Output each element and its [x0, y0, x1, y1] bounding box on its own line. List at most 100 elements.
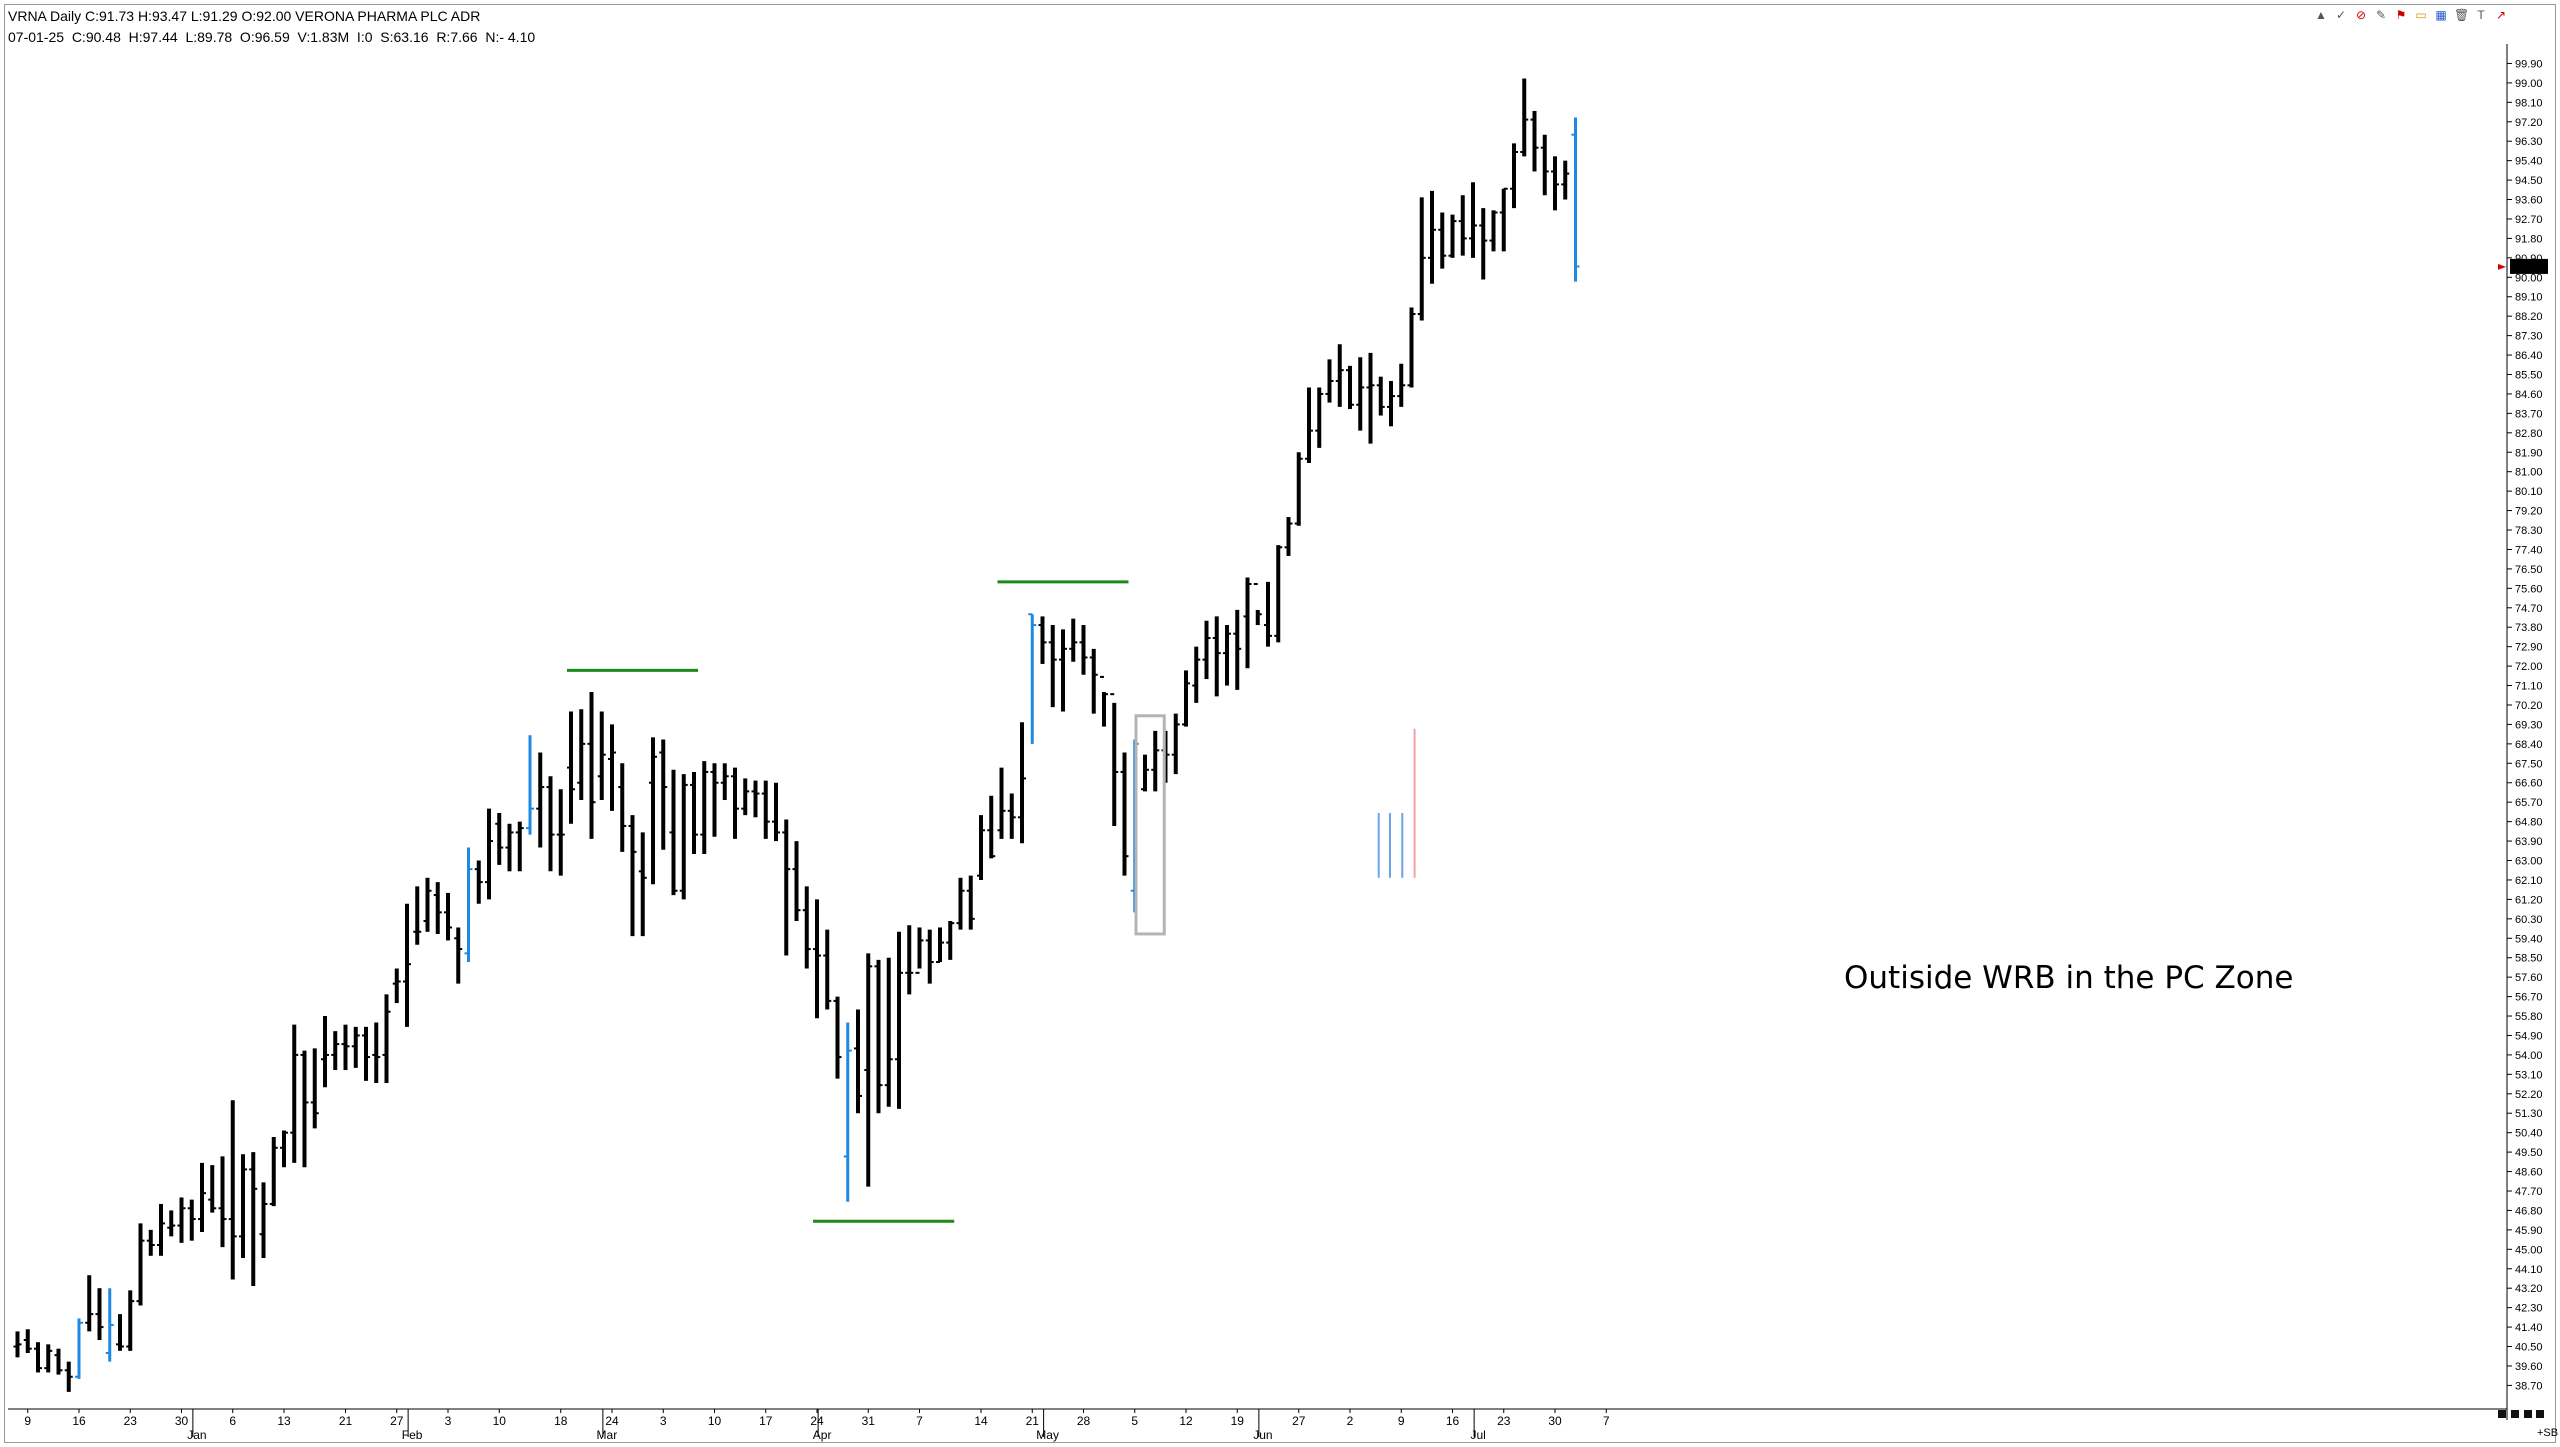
price-tick-label: 45.00 — [2515, 1244, 2543, 1256]
time-tick-label: 6 — [229, 1414, 236, 1428]
time-tick-label: 30 — [175, 1414, 189, 1428]
price-tick-label: 85.50 — [2515, 369, 2543, 381]
highlight-box — [1134, 714, 1166, 936]
grid-icon[interactable]: ▦ — [2435, 8, 2447, 22]
time-tick-label: 21 — [1026, 1414, 1040, 1428]
price-tick-label: 90.00 — [2515, 272, 2543, 284]
time-tick-label: 27 — [1292, 1414, 1306, 1428]
last-price-box — [2510, 258, 2548, 274]
scroll-block — [2524, 1410, 2532, 1418]
flag-icon[interactable]: ⚑ — [2395, 8, 2407, 22]
time-tick-label: 27 — [390, 1414, 404, 1428]
time-tick-label: 28 — [1077, 1414, 1091, 1428]
time-tick-label: 7 — [916, 1414, 923, 1428]
last-price-label: 90.48 — [2513, 262, 2541, 274]
price-tick-label: 80.10 — [2515, 486, 2543, 498]
price-tick-label: 84.60 — [2515, 389, 2543, 401]
time-tick-label: 16 — [1446, 1414, 1460, 1428]
month-label: Jul — [1470, 1428, 1485, 1442]
price-tick-label: 71.10 — [2515, 681, 2543, 693]
price-tick-label: 99.00 — [2515, 78, 2543, 90]
check-icon[interactable]: ✓ — [2335, 8, 2347, 22]
price-tick-label: 77.40 — [2515, 544, 2543, 556]
price-tick-label: 44.10 — [2515, 1264, 2543, 1276]
pencil-icon[interactable]: ✎ — [2375, 8, 2387, 22]
stop-icon[interactable]: ⊘ — [2355, 8, 2367, 22]
time-tick-label: 24 — [810, 1414, 824, 1428]
time-tick-label: 16 — [72, 1414, 86, 1428]
price-tick-label: 70.20 — [2515, 700, 2543, 712]
time-tick-label: 24 — [605, 1414, 619, 1428]
time-tick-label: 31 — [862, 1414, 876, 1428]
month-label: Mar — [597, 1428, 618, 1442]
price-tick-label: 87.30 — [2515, 331, 2543, 343]
text-icon[interactable]: T — [2477, 8, 2485, 22]
price-tick-label: 78.30 — [2515, 525, 2543, 537]
time-tick-label: 21 — [339, 1414, 353, 1428]
price-tick-label: 61.20 — [2515, 894, 2543, 906]
price-tick-label: 45.90 — [2515, 1225, 2543, 1237]
price-tick-label: 95.40 — [2515, 156, 2543, 168]
time-tick-label: 10 — [493, 1414, 507, 1428]
price-tick-label: 82.80 — [2515, 428, 2543, 440]
time-tick-label: 2 — [1347, 1414, 1354, 1428]
time-tick-label: 14 — [974, 1414, 988, 1428]
price-tick-label: 40.50 — [2515, 1342, 2543, 1354]
price-tick-label: 60.30 — [2515, 914, 2543, 926]
price-tick-label: 74.70 — [2515, 603, 2543, 615]
price-tick-label: 89.10 — [2515, 292, 2543, 304]
price-tick-label: 52.20 — [2515, 1089, 2543, 1101]
time-tick-label: 9 — [1398, 1414, 1405, 1428]
price-tick-label: 94.50 — [2515, 175, 2543, 187]
last-price-arrow — [2498, 263, 2506, 270]
time-tick-label: 17 — [759, 1414, 773, 1428]
rectangle-icon[interactable]: ▭ — [2415, 8, 2427, 22]
price-tick-label: 67.50 — [2515, 758, 2543, 770]
price-tick-label: 86.40 — [2515, 350, 2543, 362]
ohlc-readout: 07-01-25 C:90.48 H:97.44 L:89.78 O:96.59… — [8, 29, 536, 45]
scroll-block — [2511, 1410, 2519, 1418]
time-tick-label: 13 — [277, 1414, 291, 1428]
price-tick-label: 81.00 — [2515, 467, 2543, 479]
time-tick-label: 23 — [124, 1414, 138, 1428]
price-tick-label: 99.90 — [2515, 58, 2543, 70]
chart-icon[interactable]: ▲ — [2315, 8, 2327, 22]
trash-icon[interactable]: 🗑 — [2454, 8, 2470, 22]
price-tick-label: 54.00 — [2515, 1050, 2543, 1062]
price-tick-label: 63.00 — [2515, 856, 2543, 868]
time-tick-label: 7 — [1603, 1414, 1610, 1428]
time-tick-label: 18 — [554, 1414, 568, 1428]
time-tick-label: 19 — [1231, 1414, 1245, 1428]
price-tick-label: 88.20 — [2515, 311, 2543, 323]
price-tick-label: 63.90 — [2515, 836, 2543, 848]
price-tick-label: 97.20 — [2515, 117, 2543, 129]
price-tick-label: 41.40 — [2515, 1322, 2543, 1334]
price-tick-label: 42.30 — [2515, 1303, 2543, 1315]
price-tick-label: 48.60 — [2515, 1167, 2543, 1179]
time-tick-label: 9 — [24, 1414, 31, 1428]
time-tick-label: 5 — [1131, 1414, 1138, 1428]
price-tick-label: 50.40 — [2515, 1128, 2543, 1140]
price-tick-label: 76.50 — [2515, 564, 2543, 576]
arrow-icon[interactable]: ↗ — [2495, 8, 2507, 22]
time-tick-label: 12 — [1179, 1414, 1193, 1428]
price-tick-label: 55.80 — [2515, 1011, 2543, 1023]
time-tick-label: 3 — [445, 1414, 452, 1428]
price-tick-label: 65.70 — [2515, 797, 2543, 809]
month-label: Apr — [813, 1428, 832, 1442]
price-tick-label: 47.70 — [2515, 1186, 2543, 1198]
price-tick-label: 53.10 — [2515, 1069, 2543, 1081]
price-tick-label: 62.10 — [2515, 875, 2543, 887]
price-tick-label: 72.00 — [2515, 661, 2543, 673]
month-label: Feb — [402, 1428, 423, 1442]
symbol-header: VRNA Daily C:91.73 H:93.47 L:91.29 O:92.… — [8, 8, 481, 24]
price-tick-label: 81.90 — [2515, 447, 2543, 459]
price-tick-label: 66.60 — [2515, 778, 2543, 790]
time-tick-label: 30 — [1548, 1414, 1562, 1428]
price-tick-label: 73.80 — [2515, 622, 2543, 634]
price-tick-label: 39.60 — [2515, 1361, 2543, 1373]
time-tick-label: 23 — [1497, 1414, 1511, 1428]
price-tick-label: 51.30 — [2515, 1108, 2543, 1120]
month-label: Jan — [187, 1428, 206, 1442]
